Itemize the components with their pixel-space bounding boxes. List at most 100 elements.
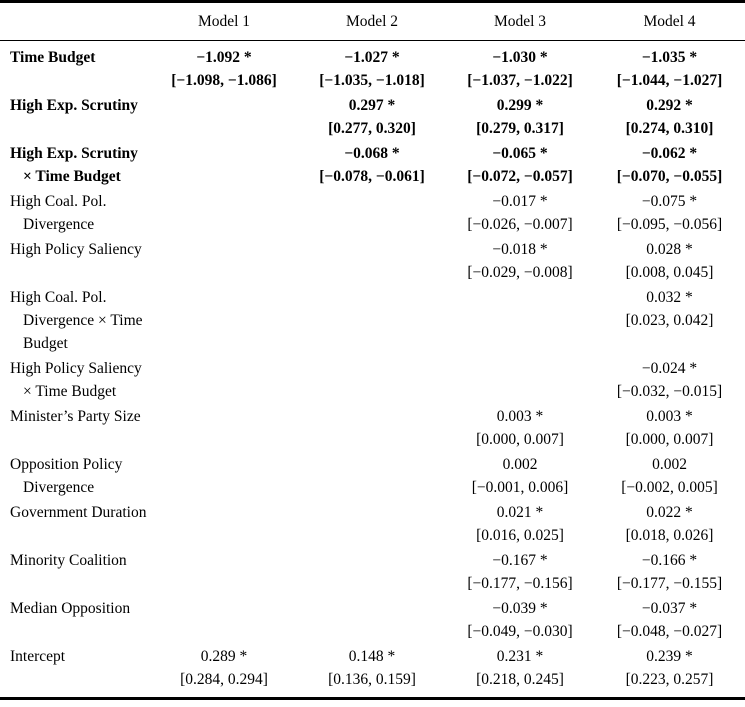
header-model-3: Model 3 bbox=[493, 12, 547, 30]
row-label: Divergence bbox=[23, 215, 95, 233]
row-label: × Time Budget bbox=[23, 167, 121, 185]
cell-model-2: 0.297 * bbox=[348, 96, 396, 114]
row-label: Time Budget bbox=[10, 48, 96, 66]
cell-model-4: 0.239 * bbox=[646, 647, 693, 665]
cell-model-4: [−0.032, −0.015] bbox=[616, 382, 723, 400]
cell-model-1: −1.092 * bbox=[196, 48, 252, 66]
table-row-group: Minister’s Party Size 0.003 * 0.003 * [0.00… bbox=[0, 405, 745, 451]
table-row: Divergence × Time [0.023, 0.042] bbox=[0, 309, 745, 332]
cell-model-4: [−0.095, −0.056] bbox=[616, 215, 723, 233]
table-row: [−0.049, −0.030] [−0.048, −0.027] bbox=[0, 620, 745, 643]
table-row-group: High Coal. Pol. −0.017 * −0.075 * Divergenc… bbox=[0, 190, 745, 236]
cell-model-4: [0.023, 0.042] bbox=[625, 311, 714, 329]
row-label: Divergence × Time bbox=[23, 311, 143, 329]
table-row: Divergence [−0.001, 0.006] [−0.002, 0.005] bbox=[0, 476, 745, 499]
table-row: Time Budget −1.092 * −1.027 * −1.030 * −1.03… bbox=[0, 46, 745, 69]
cell-model-2: [−0.078, −0.061] bbox=[319, 167, 425, 185]
cell-model-1: [0.284, 0.294] bbox=[180, 670, 268, 688]
cell-model-3: [0.000, 0.007] bbox=[476, 430, 564, 448]
table-row: [0.016, 0.025] [0.018, 0.026] bbox=[0, 524, 745, 547]
row-label: High Policy Saliency bbox=[10, 359, 142, 377]
table-row: Divergence [−0.026, −0.007] [−0.095, −0.05… bbox=[0, 213, 745, 236]
cell-model-4: −0.062 * bbox=[641, 144, 698, 162]
bottom-rule bbox=[0, 697, 745, 700]
cell-model-4: 0.032 * bbox=[646, 288, 693, 306]
cell-model-4: [0.000, 0.007] bbox=[625, 430, 714, 448]
cell-model-3: −1.030 * bbox=[492, 48, 548, 66]
row-label: High Coal. Pol. bbox=[10, 288, 107, 306]
table-row: High Exp. Scrutiny 0.297 * 0.299 * 0.292 * bbox=[0, 94, 745, 117]
cell-model-3: −0.017 * bbox=[492, 192, 548, 210]
cell-model-4: [−0.048, −0.027] bbox=[616, 622, 723, 640]
cell-model-3: [−0.049, −0.030] bbox=[467, 622, 573, 640]
table-row: Intercept 0.289 * 0.148 * 0.231 * 0.239 * bbox=[0, 645, 745, 668]
cell-model-3: −0.167 * bbox=[492, 551, 548, 569]
table-row-group: High Policy Saliency −0.024 * × Time Budge… bbox=[0, 357, 745, 403]
row-label: Government Duration bbox=[10, 503, 147, 521]
table-row-group: Opposition Policy 0.002 0.002 Divergence [−0… bbox=[0, 453, 745, 499]
table-row: [0.277, 0.320] [0.279, 0.317] [0.274, 0.31… bbox=[0, 117, 745, 140]
cell-model-4: [0.223, 0.257] bbox=[625, 670, 714, 688]
table-row: Minority Coalition −0.167 * −0.166 * bbox=[0, 549, 745, 572]
row-label: High Exp. Scrutiny bbox=[10, 144, 138, 162]
cell-model-2: [−1.035, −1.018] bbox=[319, 71, 425, 89]
table-row: High Coal. Pol. 0.032 * bbox=[0, 286, 745, 309]
cell-model-3: [0.218, 0.245] bbox=[476, 670, 564, 688]
table-row: [0.284, 0.294] [0.136, 0.159] [0.218, 0.24… bbox=[0, 668, 745, 691]
row-label: Minister’s Party Size bbox=[10, 407, 141, 425]
cell-model-4: −0.075 * bbox=[641, 192, 698, 210]
table-row-group: Time Budget −1.092 * −1.027 * −1.030 * −1.03… bbox=[0, 46, 745, 92]
table-row: High Policy Saliency −0.018 * 0.028 * bbox=[0, 238, 745, 261]
table-row: × Time Budget [−0.078, −0.061] [−0.072, −0… bbox=[0, 165, 745, 188]
cell-model-3: [−0.001, 0.006] bbox=[471, 478, 569, 496]
cell-model-4: 0.003 * bbox=[646, 407, 693, 425]
cell-model-3: [−0.177, −0.156] bbox=[467, 574, 573, 592]
cell-model-3: [−0.029, −0.008] bbox=[467, 263, 573, 281]
cell-model-4: [−0.070, −0.055] bbox=[616, 167, 723, 185]
table-row-group: Government Duration 0.021 * 0.022 * [0.016,… bbox=[0, 501, 745, 547]
table-row-group: Minority Coalition −0.167 * −0.166 * [−0.17… bbox=[0, 549, 745, 595]
cell-model-4: [0.274, 0.310] bbox=[625, 119, 714, 137]
row-label: Divergence bbox=[23, 478, 95, 496]
cell-model-2: 0.148 * bbox=[348, 647, 396, 665]
cell-model-2: −1.027 * bbox=[344, 48, 400, 66]
table-row: Median Opposition −0.039 * −0.037 * bbox=[0, 597, 745, 620]
cell-model-4: −0.037 * bbox=[641, 599, 698, 617]
table-row: [−1.098, −1.086] [−1.035, −1.018] [−1.037,… bbox=[0, 69, 745, 92]
row-label: High Policy Saliency bbox=[10, 240, 142, 258]
table-header: Model 1 Model 2 Model 3 Model 4 bbox=[0, 3, 745, 40]
cell-model-3: [0.016, 0.025] bbox=[476, 526, 564, 544]
table-row-group: Median Opposition −0.039 * −0.037 * [−0.049… bbox=[0, 597, 745, 643]
cell-model-3: 0.231 * bbox=[496, 647, 544, 665]
cell-model-2: [0.136, 0.159] bbox=[328, 670, 416, 688]
table-row-group: High Exp. Scrutiny 0.297 * 0.299 * 0.292 * [… bbox=[0, 94, 745, 140]
table-row: [−0.177, −0.156] [−0.177, −0.155] bbox=[0, 572, 745, 595]
cell-model-4: −1.035 * bbox=[641, 48, 698, 66]
table-row-group: High Policy Saliency −0.018 * 0.028 * [−0.0… bbox=[0, 238, 745, 284]
header-model-1: Model 1 bbox=[197, 12, 251, 30]
cell-model-1: [−1.098, −1.086] bbox=[171, 71, 277, 89]
cell-model-4: 0.022 * bbox=[646, 503, 693, 521]
table-row-group: High Coal. Pol. 0.032 * Divergence × Time [… bbox=[0, 286, 745, 355]
cell-model-4: 0.292 * bbox=[646, 96, 693, 114]
table-row: High Coal. Pol. −0.017 * −0.075 * bbox=[0, 190, 745, 213]
cell-model-3: −0.039 * bbox=[492, 599, 548, 617]
cell-model-4: [−0.177, −0.155] bbox=[616, 574, 723, 592]
cell-model-2: −0.068 * bbox=[344, 144, 400, 162]
row-label: Median Opposition bbox=[10, 599, 131, 617]
header-model-4: Model 4 bbox=[643, 12, 696, 30]
row-label: Minority Coalition bbox=[10, 551, 127, 569]
cell-model-3: 0.002 bbox=[502, 455, 538, 473]
table-row-group: Intercept 0.289 * 0.148 * 0.231 * 0.239 * [0.… bbox=[0, 645, 745, 691]
row-label: Budget bbox=[23, 334, 68, 352]
table-row: Government Duration 0.021 * 0.022 * bbox=[0, 501, 745, 524]
table-row: Opposition Policy 0.002 0.002 bbox=[0, 453, 745, 476]
cell-model-4: [0.008, 0.045] bbox=[625, 263, 714, 281]
row-label: × Time Budget bbox=[23, 382, 117, 400]
table-row: × Time Budget [−0.032, −0.015] bbox=[0, 380, 745, 403]
table-row: [0.000, 0.007] [0.000, 0.007] bbox=[0, 428, 745, 451]
cell-model-4: −0.024 * bbox=[641, 359, 698, 377]
table-row: Minister’s Party Size 0.003 * 0.003 * bbox=[0, 405, 745, 428]
row-label: Opposition Policy bbox=[10, 455, 123, 473]
